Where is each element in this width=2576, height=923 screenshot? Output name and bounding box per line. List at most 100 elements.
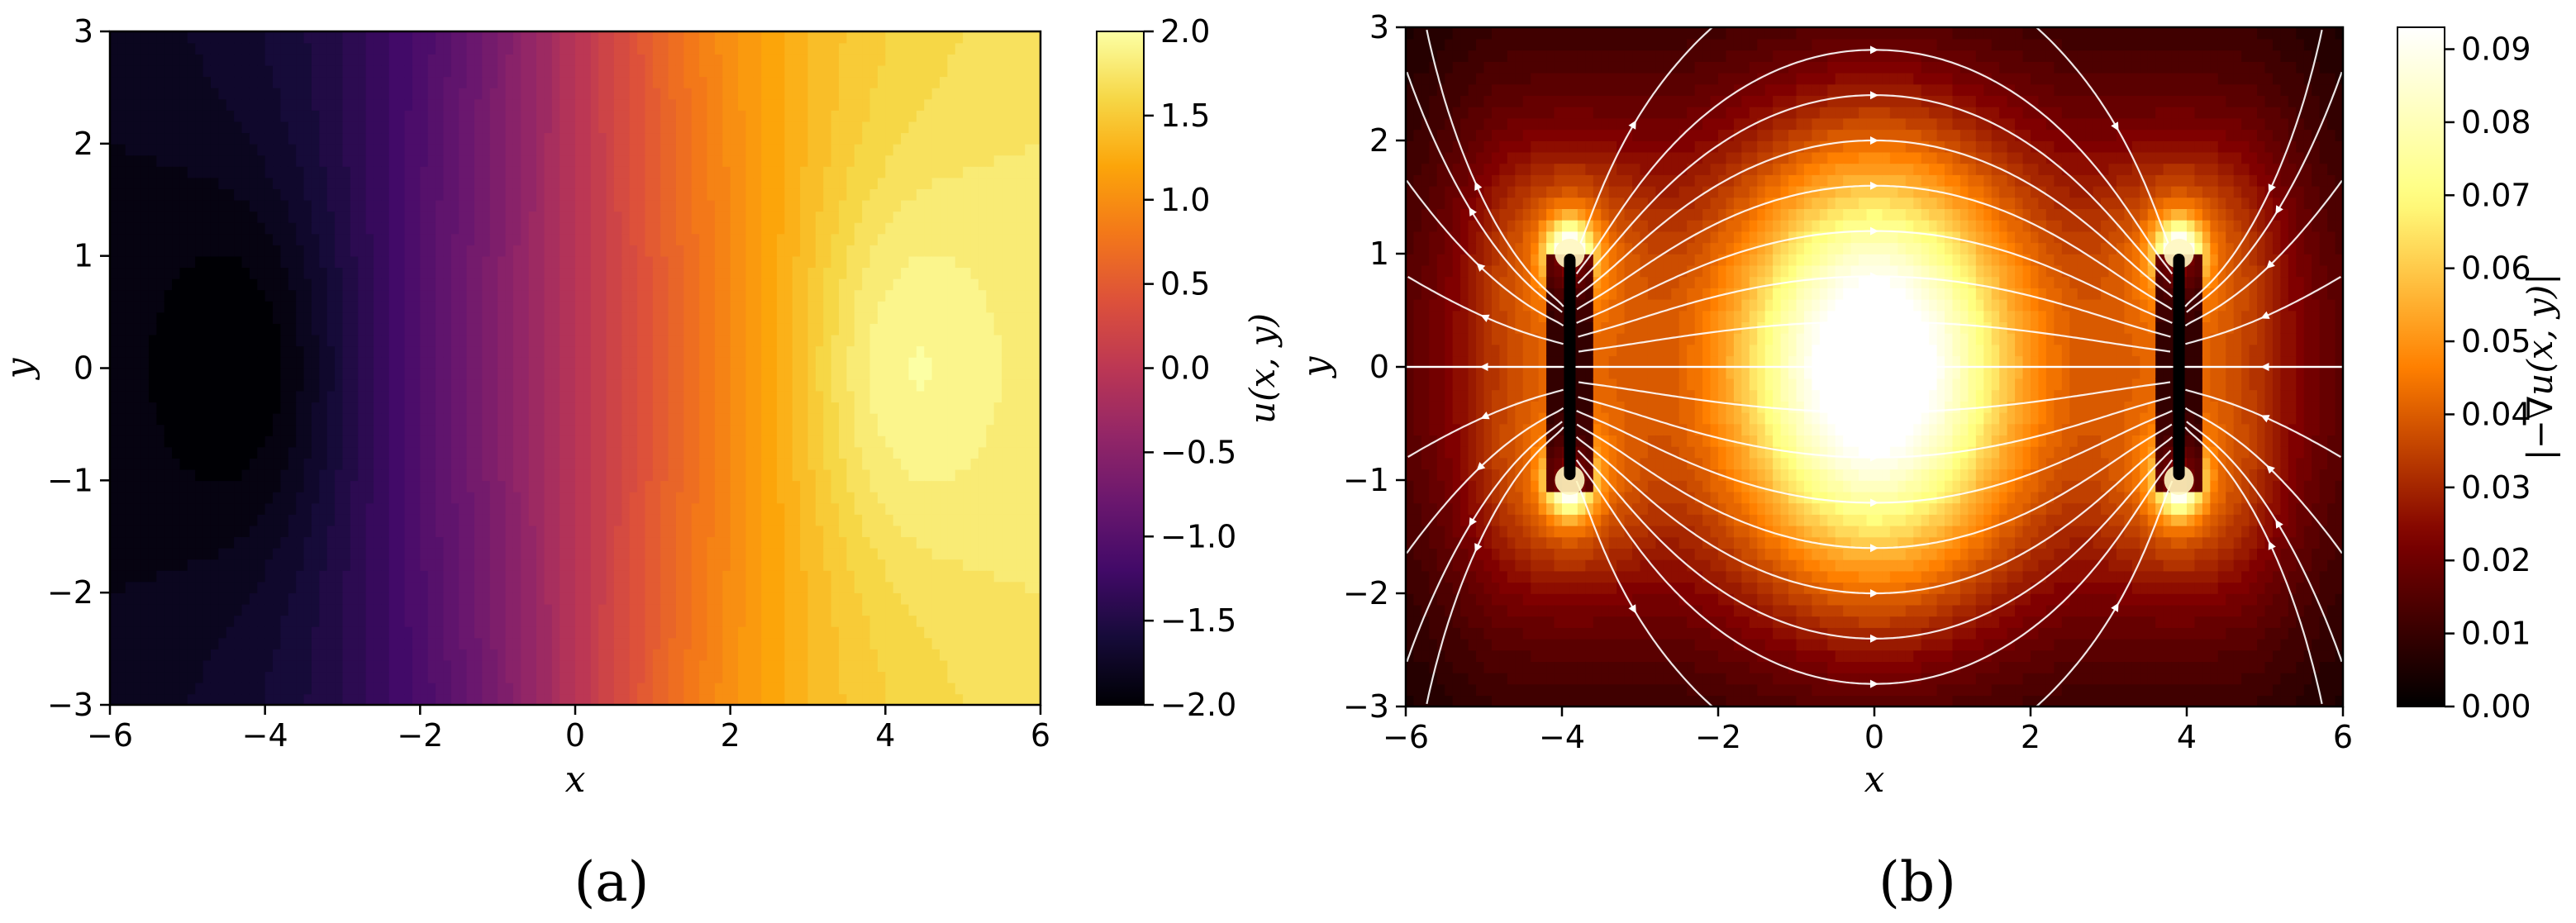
a-heatmap-cell (598, 536, 607, 549)
a-heatmap-cell (637, 659, 646, 673)
a-heatmap-cell (691, 312, 700, 324)
a-heatmap-cell (714, 356, 724, 369)
a-heatmap-cell (621, 368, 631, 380)
a-heatmap-cell (148, 615, 158, 627)
a-heatmap-cell (528, 132, 537, 145)
a-heatmap-cell (195, 312, 204, 324)
a-heatmap-cell (187, 221, 197, 235)
a-heatmap-cell (179, 98, 188, 111)
a-heatmap-cell (489, 188, 498, 201)
a-heatmap-cell (575, 379, 584, 392)
a-heatmap-cell (335, 368, 344, 380)
a-heatmap-cell (117, 278, 126, 291)
a-heatmap-cell (427, 98, 436, 111)
a-heatmap-cell (505, 536, 514, 549)
a-heatmap-cell (319, 87, 328, 100)
a-heatmap-cell (637, 480, 646, 492)
a-heatmap-cell (691, 525, 700, 538)
a-heatmap-cell (629, 121, 638, 134)
a-heatmap-cell (707, 603, 716, 616)
a-heatmap-cell (335, 412, 344, 426)
a-heatmap-cell (459, 682, 468, 695)
a-heatmap-cell (110, 199, 119, 212)
a-heatmap-cell (264, 536, 274, 549)
a-heatmap-cell (226, 132, 235, 145)
a-heatmap-cell (326, 121, 336, 134)
a-heatmap-cell (745, 76, 755, 88)
a-heatmap-cell (381, 435, 390, 448)
a-heatmap-cell (234, 267, 243, 279)
a-heatmap-cell (450, 581, 460, 593)
a-heatmap-cell (536, 402, 545, 414)
a-heatmap-cell (443, 143, 452, 156)
a-heatmap-cell (489, 177, 498, 189)
a-heatmap-cell (202, 132, 212, 145)
a-heatmap-cell (140, 491, 150, 504)
a-heatmap-cell (257, 626, 266, 639)
a-heatmap-cell (583, 379, 592, 392)
a-heatmap-cell (257, 514, 266, 526)
a-heatmap-cell (296, 502, 305, 515)
a-heatmap-cell (691, 54, 700, 66)
a-heatmap-cell (172, 110, 181, 122)
a-heatmap-cell (110, 221, 119, 235)
a-heatmap-cell (498, 469, 507, 482)
a-heatmap-cell (326, 547, 336, 560)
a-heatmap-cell (350, 379, 359, 392)
a-heatmap-cell (621, 121, 631, 134)
a-heatmap-cell (172, 469, 181, 482)
a-heatmap-cell (544, 368, 553, 380)
a-heatmap-cell (675, 570, 685, 583)
a-heatmap-cell (660, 514, 669, 526)
a-heatmap-cell (652, 592, 662, 605)
a-heatmap-cell (326, 87, 336, 100)
a-heatmap-cell (241, 592, 250, 605)
a-heatmap-cell (699, 412, 708, 426)
a-heatmap-cell (466, 570, 475, 583)
a-heatmap-cell (559, 54, 569, 66)
a-heatmap-cell (590, 559, 599, 571)
a-heatmap-cell (645, 121, 654, 134)
a-heatmap-cell (195, 559, 204, 571)
a-heatmap-cell (264, 42, 274, 55)
a-heatmap-cell (427, 345, 436, 358)
a-heatmap-cell (482, 323, 491, 335)
a-heatmap-cell (156, 312, 165, 324)
a-heatmap-cell (459, 155, 468, 167)
a-heatmap-cell (489, 693, 498, 705)
a-heatmap-cell (210, 458, 220, 470)
a-heatmap-cell (645, 54, 654, 66)
a-heatmap-cell (365, 334, 374, 347)
a-heatmap-cell (404, 233, 413, 245)
a-heatmap-cell (264, 570, 274, 583)
a-heatmap-cell (156, 592, 165, 605)
a-heatmap-cell (179, 379, 188, 392)
a-heatmap-cell (140, 626, 150, 639)
a-heatmap-cell (125, 693, 134, 705)
a-heatmap-cell (404, 87, 413, 100)
a-heatmap-cell (559, 615, 569, 627)
a-heatmap-cell (707, 424, 716, 436)
a-heatmap-cell (241, 211, 250, 223)
a-heatmap-cell (443, 368, 452, 380)
a-heatmap-cell (691, 267, 700, 279)
a-heatmap-cell (668, 143, 677, 156)
a-heatmap-cell (326, 110, 336, 122)
a-heatmap-cell (544, 166, 553, 178)
a-heatmap-cell (311, 559, 321, 571)
a-heatmap-cell (342, 155, 351, 167)
a-heatmap-cell (179, 64, 188, 78)
a-heatmap-cell (234, 649, 243, 661)
a-heatmap-cell (567, 155, 576, 167)
a-heatmap-cell (264, 267, 274, 279)
a-heatmap-cell (288, 221, 297, 235)
a-heatmap-cell (691, 199, 700, 212)
a-heatmap-cell (117, 368, 126, 380)
a-heatmap-cell (683, 42, 693, 55)
a-heatmap-cell (714, 626, 724, 639)
a-heatmap-cell (489, 345, 498, 358)
a-heatmap-cell (629, 76, 638, 88)
a-heatmap-cell (125, 570, 134, 583)
a-heatmap-cell (536, 592, 545, 605)
a-heatmap-cell (474, 76, 483, 88)
